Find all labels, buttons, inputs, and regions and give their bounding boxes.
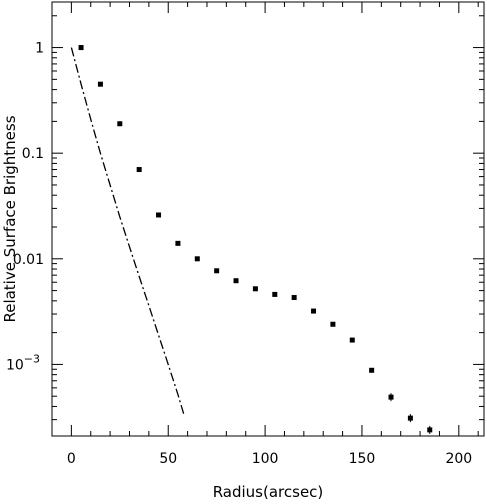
data-point [117, 121, 123, 127]
model-curve [70, 47, 185, 415]
x-tick-label: 0 [67, 451, 76, 467]
data-point [330, 321, 336, 327]
data-point [136, 167, 142, 173]
data-marks [70, 45, 433, 434]
data-point [369, 367, 375, 373]
x-axis-title: Radius(arcsec) [213, 483, 324, 501]
axis-ticks: 0 50 100 150 200 1 0.1 0.01 10−3 [6, 2, 484, 467]
y-axis-title: Relative Surface Brightness [1, 115, 19, 322]
x-tick-label: 200 [445, 451, 472, 467]
x-tick-label: 50 [159, 451, 177, 467]
data-point [311, 308, 317, 314]
data-point [97, 81, 103, 87]
data-point [214, 268, 220, 274]
data-point [252, 286, 258, 292]
y-tick-label: 1 [35, 41, 44, 57]
data-point [78, 45, 84, 51]
data-point [194, 256, 200, 262]
data-point [291, 295, 297, 301]
data-point [233, 278, 239, 284]
y-tick-label: 0.01 [13, 252, 44, 268]
x-tick-label: 150 [349, 451, 376, 467]
data-point [156, 212, 162, 218]
x-tick-label: 100 [252, 451, 279, 467]
data-point [175, 240, 181, 246]
y-tick-label: 0.1 [22, 146, 44, 162]
data-point [349, 337, 355, 343]
data-point [272, 291, 278, 297]
plot-frame [51, 1, 485, 437]
y-tick-label: 10−3 [6, 352, 40, 373]
